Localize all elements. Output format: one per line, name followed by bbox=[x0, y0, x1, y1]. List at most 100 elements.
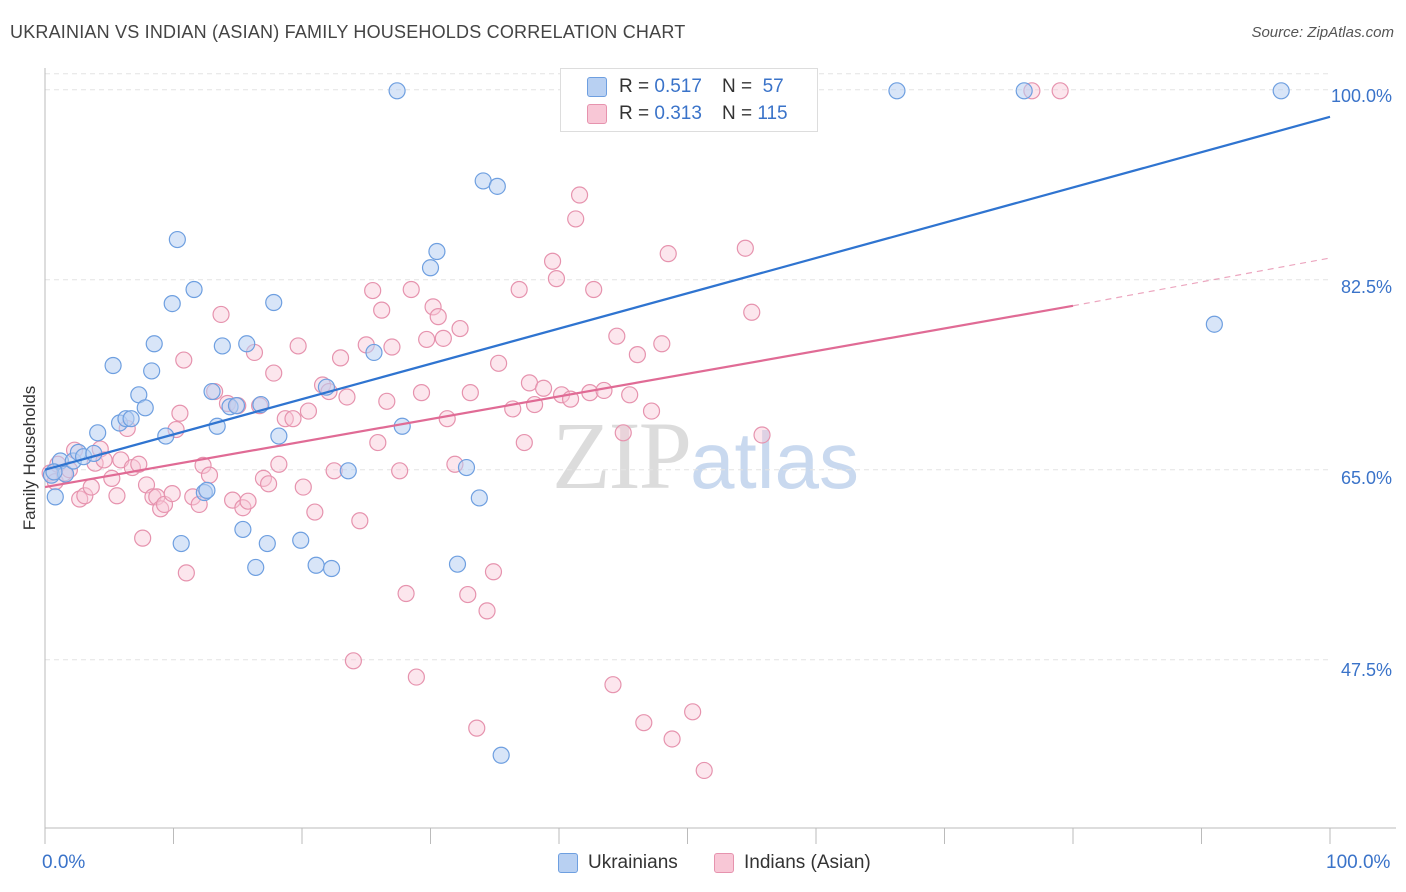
ukrainians-point bbox=[292, 531, 310, 549]
ukrainians-point bbox=[89, 424, 107, 442]
indians-point bbox=[663, 730, 681, 748]
indians-point bbox=[239, 492, 257, 510]
indians-point bbox=[284, 410, 302, 428]
bottom-legend-ukrainians-label: Ukrainians bbox=[588, 852, 678, 873]
ukrainians-point bbox=[168, 230, 186, 249]
ukrainians-point bbox=[122, 410, 140, 428]
indians-point bbox=[468, 719, 486, 737]
indians-point bbox=[397, 584, 415, 603]
r-label: R = bbox=[619, 103, 650, 124]
ukrainians-point bbox=[143, 362, 161, 380]
indians-point bbox=[653, 335, 671, 353]
y-axis-label: Family Households bbox=[20, 385, 39, 531]
indians-point bbox=[659, 245, 677, 263]
indians-swatch bbox=[587, 104, 607, 124]
indians-point bbox=[614, 424, 632, 442]
ukrainians-point bbox=[85, 444, 103, 463]
y-tick-label-82-5: 82.5% bbox=[1340, 277, 1392, 297]
indians-point bbox=[306, 503, 324, 521]
ukrainians-point bbox=[238, 335, 256, 353]
indians-point bbox=[171, 404, 189, 422]
y-tick-label-100: 100.0% bbox=[1330, 86, 1392, 106]
indians-point bbox=[534, 379, 553, 397]
indians-point bbox=[451, 319, 469, 338]
indians-point bbox=[265, 364, 283, 382]
watermark-zip: ZIP bbox=[552, 402, 692, 509]
indians-point bbox=[424, 298, 442, 316]
ukrainians-point bbox=[203, 382, 221, 401]
bottom-legend-indians: Indians (Asian) bbox=[714, 852, 871, 874]
r-value-ukrainians: 0.517 bbox=[654, 76, 702, 97]
indians-point bbox=[212, 305, 230, 324]
ukrainians-point bbox=[104, 356, 122, 375]
ukrainians-point bbox=[198, 481, 216, 499]
indians-trend-line bbox=[44, 304, 1074, 489]
indians-point bbox=[570, 186, 589, 204]
watermark-atlas: atlas bbox=[690, 416, 859, 505]
indians-point bbox=[364, 281, 382, 300]
y-tick-label-65: 65.0% bbox=[1340, 468, 1392, 488]
ukrainians-swatch bbox=[558, 853, 578, 873]
stats-legend: R = 0.517 N = 57 R = 0.313 N = 115 bbox=[560, 68, 818, 132]
indians-point bbox=[736, 239, 754, 257]
indians-point bbox=[407, 668, 425, 686]
x-tick-label-max: 100.0% bbox=[1326, 852, 1391, 873]
indians-point bbox=[418, 330, 436, 349]
legend-row-indians: R = 0.313 N = 115 bbox=[587, 102, 788, 126]
watermark: ZIPatlas bbox=[552, 400, 859, 511]
indians-point bbox=[299, 402, 318, 420]
x-tick-label-min: 0.0% bbox=[42, 852, 86, 873]
indians-point bbox=[429, 308, 447, 326]
indians-point bbox=[543, 252, 562, 270]
n-label: N = bbox=[721, 76, 753, 97]
indians-point bbox=[270, 455, 288, 473]
ukrainians-point bbox=[1205, 315, 1223, 333]
chart-title: UKRAINIAN VS INDIAN (ASIAN) FAMILY HOUSE… bbox=[10, 22, 686, 42]
indians-point bbox=[163, 485, 181, 503]
indians-point bbox=[604, 676, 622, 694]
ukrainians-trend-line bbox=[44, 115, 1331, 471]
indians-point bbox=[753, 426, 771, 444]
indians-point bbox=[351, 512, 369, 530]
ukrainians-point bbox=[185, 280, 203, 299]
ukrainians-point bbox=[393, 417, 411, 435]
indians-point bbox=[373, 301, 391, 319]
indians-point bbox=[200, 466, 219, 484]
indians-point bbox=[695, 761, 713, 780]
indians-point bbox=[642, 402, 661, 420]
indians-point bbox=[344, 652, 362, 670]
ukrainians-point bbox=[172, 534, 190, 553]
ukrainians-point bbox=[227, 397, 246, 415]
ukrainians-point bbox=[488, 177, 506, 195]
n-label: N = bbox=[721, 103, 753, 124]
indians-point bbox=[438, 410, 456, 428]
ukrainians-point bbox=[270, 427, 288, 445]
indians-swatch bbox=[714, 853, 734, 873]
ukrainians-swatch bbox=[587, 77, 607, 97]
ukrainians-point bbox=[448, 555, 467, 573]
indians-point bbox=[294, 478, 312, 496]
indians-point bbox=[484, 563, 503, 581]
indians-point bbox=[76, 487, 94, 505]
indians-point bbox=[459, 585, 477, 604]
indians-point bbox=[515, 433, 533, 452]
ukrainians-point bbox=[365, 343, 383, 362]
indians-point bbox=[510, 280, 528, 299]
ukrainians-point bbox=[428, 242, 446, 261]
ukrainians-point bbox=[888, 82, 906, 100]
indians-point bbox=[175, 351, 193, 369]
indians-point bbox=[628, 346, 646, 364]
ukrainians-point bbox=[258, 534, 276, 553]
ukrainians-point bbox=[163, 295, 181, 313]
indians-point bbox=[621, 386, 639, 404]
ukrainians-point bbox=[136, 399, 154, 417]
indians-point bbox=[412, 384, 431, 402]
legend-row-ukrainians: R = 0.517 N = 57 bbox=[587, 75, 784, 99]
ukrainians-point bbox=[421, 259, 440, 277]
indians-point bbox=[635, 714, 653, 732]
ukrainians-point bbox=[1272, 82, 1290, 100]
ukrainians-point bbox=[1015, 82, 1033, 100]
indians-point bbox=[567, 210, 585, 228]
indians-point bbox=[130, 455, 148, 473]
ukrainians-point bbox=[339, 462, 357, 480]
